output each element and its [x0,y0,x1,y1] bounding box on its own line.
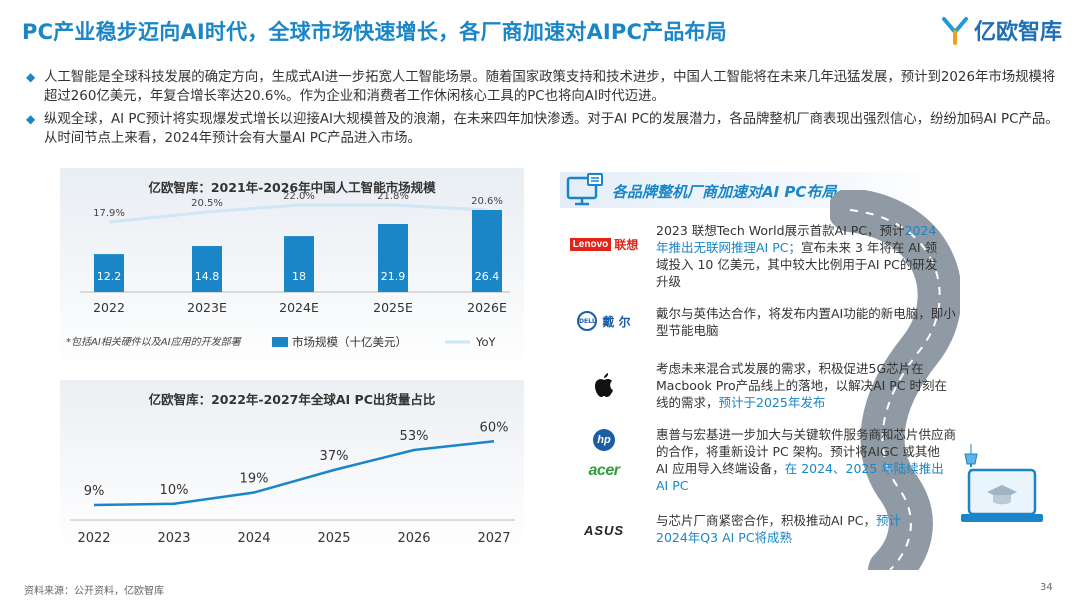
apple-logo [560,372,648,398]
chart-panel-aipc-share: 亿欧智库：2022年-2027年全球AI PC出货量占比 9% 2022 10% 20… [60,380,524,555]
page-title: PC产业稳步迈向AI时代，全球市场快速增长，各厂商加速对AIPC产品布局 [22,20,727,44]
brand-row-apple: 考虑未来混合式发展的需求，积极促进5G芯片在Macbook Pro产品线上的落地… [560,360,960,415]
legend-label: 市场规模（十亿美元） [292,335,407,349]
brand-row-dell: DELL 戴 尔 戴尔与英伟达合作，将发布内置AI功能的新电脑，即小型节能电脑 [560,305,960,345]
chart-note: *包括AI相关硬件以及AI应用的开发部署 [66,336,242,348]
yoy-label: 20.6% [471,196,503,207]
yoy-label: 20.5% [191,198,223,209]
chart-title: 亿欧智库：2022年-2027年全球AI PC出货量占比 [148,392,436,407]
data-label: 19% [240,472,269,487]
asus-logo: ASUS [583,522,625,538]
legend-label: YoY [475,335,497,349]
monitor-icon [566,173,603,206]
bullet-item: 纵观全球，AI PC预计将实现爆发式增长以迎接AI大规模普及的浪潮，在未来四年加… [26,110,1061,148]
page-number: 34 [1040,582,1053,593]
data-label: 21.9 [381,270,406,283]
chart-panel-market-size: 亿欧智库：2021年-2026年中国人工智能市场规模 12.2 17.9% 2022… [60,168,524,376]
bar [284,236,314,292]
logo-icon [942,17,968,45]
tick-label: 2026E [467,300,507,315]
right-panel-title: 各品牌整机厂商加速对AI PC布局 [612,183,837,201]
tick-label: 2027 [477,531,510,546]
aipc-share-chart: 9% 2022 10% 2023 19% 2024 37% 2025 53% 2026 60% 202… [70,420,515,546]
tick-label: 2022 [77,531,110,546]
data-label: 9% [84,484,105,499]
brand-text: 2023 联想Tech World展示首款AI PC，预计2024年推出无联网推… [656,223,938,289]
tick-label: 2025E [373,300,413,315]
bar [94,254,124,292]
tick-label: 2026 [397,531,430,546]
data-label: 26.4 [475,270,500,283]
lenovo-logo: Lenovo 联想 [560,234,648,254]
tick-label: 2023E [187,300,227,315]
yoy-label: 21.8% [377,191,409,202]
bar [378,223,408,292]
bar [192,246,222,292]
data-label: 60% [480,420,509,435]
bullet-item: 人工智能是全球科技发展的确定方向，生成式AI进一步拓宽人工智能场景。随着国家政策… [26,68,1061,106]
brand-text: 惠普与宏基进一步加大与关键软件服务商和芯片供应商的合作，将重新设计 PC 架构。… [656,427,957,493]
brand-row-lenovo: Lenovo 联想 2023 联想Tech World展示首款AI PC，预计20… [560,222,960,292]
data-label: 10% [160,483,189,498]
brand-row-asus: ASUS 与芯片厂商紧密合作，积极推动AI PC，预计2024年Q3 AI PC… [560,512,960,552]
yoy-label: 22.0% [283,191,315,202]
series-line [93,440,495,507]
legend-swatch-bar [272,337,288,347]
market-size-chart: 12.2 17.9% 2022 14.8 20.5% 2023E 18 22.0% 2024E 2… [66,191,510,349]
acer-logo: acer [588,462,620,479]
brand-text: 戴尔与英伟达合作，将发布内置AI功能的新电脑，即小型节能电脑 [656,306,956,338]
brand-logo: 亿欧智库 [940,14,1062,46]
apple-icon [595,373,613,397]
brand-text: 考虑未来混合式发展的需求，积极促进5G芯片在Macbook Pro产品线上的落地… [656,361,948,410]
tick-label: 2022 [93,300,125,315]
tick-label: 2024E [279,300,319,315]
tick-label: 2023 [157,531,190,546]
data-label: 12.2 [97,270,122,283]
tick-label: 2025 [317,531,350,546]
yoy-line [108,203,488,224]
data-label: 53% [400,429,429,444]
tick-label: 2024 [237,531,270,546]
logo-text: 亿欧智库 [974,20,1063,45]
data-label: 14.8 [195,270,220,283]
laptop-illustration [961,444,1043,522]
bar [472,210,502,292]
data-label: 18 [292,270,306,283]
yoy-label: 17.9% [93,208,125,219]
chart-title: 亿欧智库：2021年-2026年中国人工智能市场规模 [148,180,436,195]
bullet-list: 人工智能是全球科技发展的确定方向，生成式AI进一步拓宽人工智能场景。随着国家政策… [26,68,1061,152]
hp-logo: hp [560,428,648,452]
data-label: 37% [320,449,349,464]
road-illustration [830,190,960,570]
brand-text: 与芯片厂商紧密合作，积极推动AI PC，预计2024年Q3 AI PC将成熟 [656,513,901,545]
source-note: 资料来源：公开资料，亿欧智库 [24,586,164,597]
dell-logo: DELL 戴 尔 [560,309,648,333]
brand-row-hp-acer: hp acer 惠普与宏基进一步加大与关键软件服务商和芯片供应商的合作，将重新设… [560,426,960,496]
